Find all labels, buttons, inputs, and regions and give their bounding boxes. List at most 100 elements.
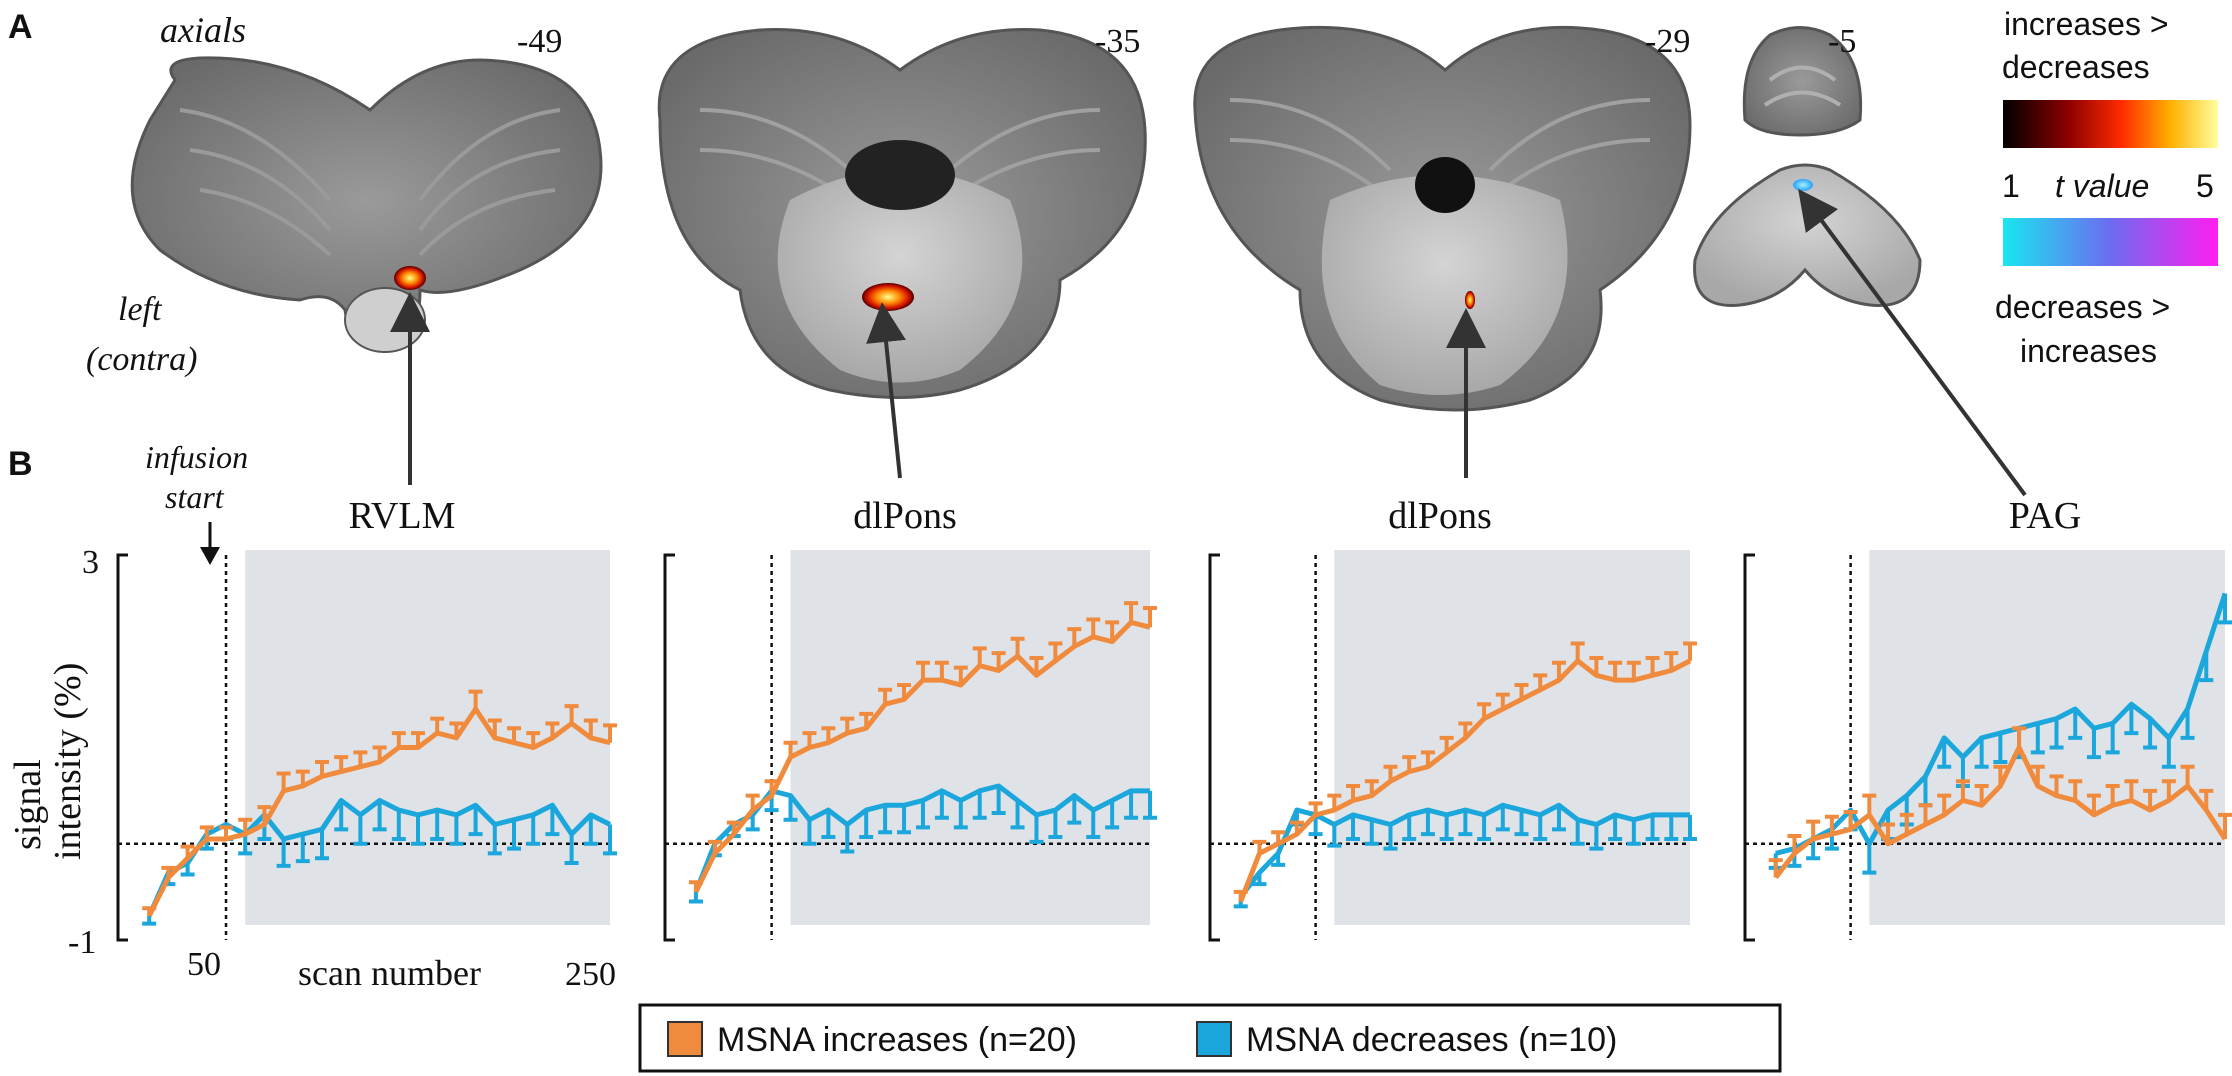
error-bar xyxy=(507,819,521,851)
y-axis xyxy=(1208,553,1220,942)
cool-colorbar xyxy=(2003,218,2218,266)
error-bar xyxy=(1514,810,1529,837)
error-bar xyxy=(2068,779,2083,801)
error-bar xyxy=(2049,774,2064,796)
error-bar xyxy=(840,824,855,854)
brain-slice-3: -29 xyxy=(1193,23,1692,412)
error-bar xyxy=(1124,790,1139,820)
error-bar xyxy=(1683,814,1697,841)
error-bar xyxy=(334,800,349,832)
colorbar-min: 1 xyxy=(2002,168,2020,204)
error-bar xyxy=(2086,793,2101,815)
error-bar xyxy=(1010,636,1025,657)
error-bar xyxy=(142,915,157,926)
slice-1-z: -49 xyxy=(517,23,562,60)
colorbar-bottom-label-1: decreases > xyxy=(1995,289,2170,325)
error-bar xyxy=(1955,779,1970,801)
error-bar xyxy=(372,800,387,832)
error-bar xyxy=(295,834,310,864)
charts: RVLM dlPons dlPons PAG xyxy=(116,495,2232,942)
error-bar xyxy=(564,704,579,724)
error-bar xyxy=(583,814,598,846)
error-bar xyxy=(1143,605,1157,628)
error-bar xyxy=(1364,819,1379,846)
series-increases-line xyxy=(693,619,1151,893)
error-bar xyxy=(1570,819,1585,846)
error-bar xyxy=(915,800,930,830)
error-bar xyxy=(1806,838,1821,861)
ytick-top: 3 xyxy=(82,544,99,581)
xtick-250: 250 xyxy=(565,956,616,993)
error-bar xyxy=(276,838,291,868)
error-bar xyxy=(1029,814,1044,844)
error-bar xyxy=(1383,824,1398,851)
error-bar xyxy=(934,790,949,820)
error-bar xyxy=(934,660,949,681)
error-bar xyxy=(1010,800,1025,830)
error-bar xyxy=(1806,819,1821,839)
error-bar xyxy=(449,814,464,846)
error-bar xyxy=(276,771,291,791)
error-bar xyxy=(564,834,579,865)
chart-title: dlPons xyxy=(1388,495,1491,537)
hot-colorbar xyxy=(2003,100,2218,148)
arrow-pag xyxy=(1798,188,2027,497)
chart-panel-3: dlPons xyxy=(1208,495,1697,942)
error-bar xyxy=(1402,814,1417,841)
error-bar xyxy=(315,829,329,861)
error-bar xyxy=(2143,788,2158,811)
chart-panel-1: RVLM xyxy=(116,495,617,942)
error-bar xyxy=(468,805,483,837)
error-bar xyxy=(1824,814,1839,835)
activation-blob-dlpons-2 xyxy=(1465,291,1475,309)
legend-label-increases: MSNA increases (n=20) xyxy=(717,1021,1077,1059)
series-increases-line xyxy=(146,706,611,918)
error-bar xyxy=(1645,655,1660,676)
error-bar xyxy=(468,689,483,709)
series-decreases-line xyxy=(146,797,612,917)
error-bar xyxy=(545,805,560,837)
error-bar xyxy=(2143,718,2158,750)
colorbar-bottom-label-2: increases xyxy=(2020,333,2157,369)
error-bar xyxy=(802,819,817,846)
error-bar xyxy=(2068,709,2083,740)
error-bar xyxy=(821,810,836,840)
brain-slice-4: -5 xyxy=(1693,23,1922,307)
ytick-bottom: -1 xyxy=(68,924,96,961)
slice-3-z: -29 xyxy=(1645,23,1690,60)
error-bar xyxy=(2124,779,2139,801)
error-bar xyxy=(2030,723,2045,755)
left-label: left xyxy=(118,291,163,328)
error-bar xyxy=(991,786,1006,815)
y-axis xyxy=(663,553,675,942)
error-bar xyxy=(1086,810,1101,840)
error-bar xyxy=(1570,641,1585,661)
error-bar xyxy=(897,805,912,835)
brain-slice-1: -49 xyxy=(130,23,603,353)
error-bar xyxy=(526,814,541,846)
error-bar xyxy=(2105,723,2120,755)
colorbar-mid: t value xyxy=(2055,168,2149,204)
error-bar xyxy=(2124,704,2139,736)
legend-label-decreases: MSNA decreases (n=10) xyxy=(1246,1021,1617,1059)
error-bar xyxy=(1105,800,1120,830)
error-bar xyxy=(1439,814,1454,841)
xtick-50: 50 xyxy=(187,946,221,983)
error-bar xyxy=(1626,660,1641,681)
chart-title: dlPons xyxy=(853,495,956,537)
error-bar xyxy=(238,834,253,856)
error-bar xyxy=(972,646,987,666)
chart-title: PAG xyxy=(2009,495,2082,537)
series-legend: MSNA increases (n=20) MSNA decreases (n=… xyxy=(638,1003,1782,1073)
error-bar xyxy=(1533,814,1548,841)
error-bar xyxy=(1664,814,1679,841)
error-bar xyxy=(953,800,968,830)
colorbar-top-label-1: increases > xyxy=(2004,6,2169,42)
error-bar xyxy=(2180,764,2195,786)
error-bar xyxy=(1551,805,1566,832)
error-bar xyxy=(1143,790,1157,820)
y-axis xyxy=(1743,553,1755,942)
y-axis xyxy=(116,553,128,942)
chart-panel-2: dlPons xyxy=(663,495,1157,942)
